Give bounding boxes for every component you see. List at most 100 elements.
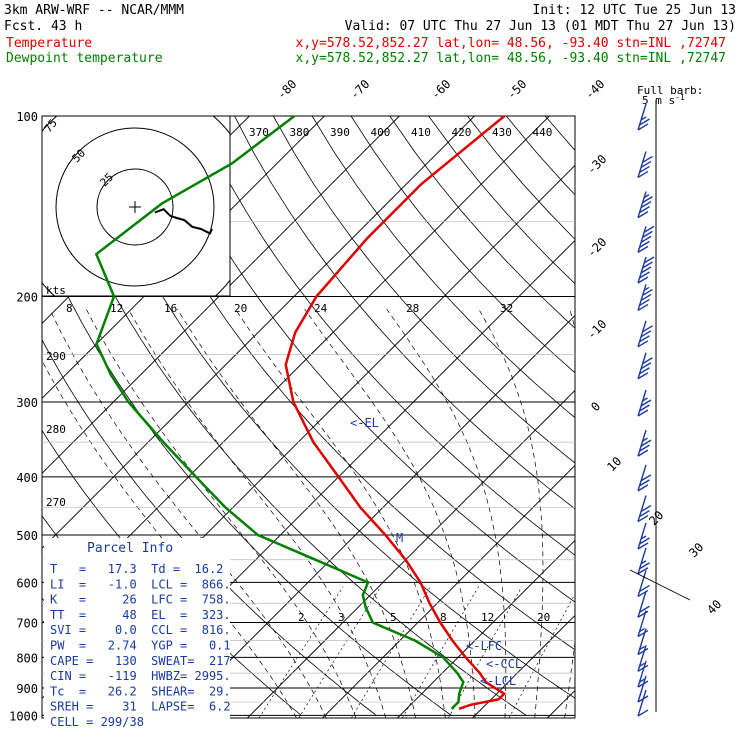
barb-flag (637, 542, 649, 550)
pressure-label: 900 (16, 682, 38, 696)
barb-flag (639, 298, 650, 307)
wind-barb (637, 495, 652, 523)
wind-barb (637, 256, 655, 284)
hodograph-trace (154, 208, 213, 235)
theta-label: 270 (46, 496, 66, 509)
m-marker: M (396, 531, 403, 545)
hodograph-ring-50 (55, 127, 215, 287)
barb-flag (642, 195, 653, 204)
dry-adiabat (350, 116, 575, 374)
moist-adiabat (386, 308, 507, 718)
barb-flag (637, 629, 649, 638)
theta-label: 400 (371, 126, 391, 139)
isotherm (42, 116, 400, 475)
wind-barb (637, 352, 653, 380)
valid-time: Valid: 07 UTC Thu 27 Jun 13 (01 MDT Thu … (345, 19, 736, 34)
barb-flag (642, 288, 653, 297)
barb-flag (637, 245, 649, 253)
isotherm (247, 389, 575, 718)
full-barb-unit: 5 m s-1 (642, 93, 685, 107)
dry-adiabat (272, 116, 575, 464)
pressure-label: 300 (16, 396, 38, 410)
wet-bulb-label: 20 (234, 302, 247, 315)
wind-barb (637, 547, 650, 575)
barb-flag (637, 610, 649, 618)
isotherm-label: 10 (604, 454, 624, 474)
parcel-info-row: K = 26 LFC = 758. (50, 593, 231, 607)
dry-adiabat (623, 116, 740, 715)
barb-flag (640, 330, 652, 338)
isotherm-label: -30 (584, 152, 609, 177)
moist-adiabat (177, 308, 416, 718)
temperature-location: x,y=578.52,852.27 lat,lon= 48.56, -93.40… (296, 36, 726, 51)
moist-adiabat (235, 308, 446, 718)
isotherm (697, 116, 740, 718)
barb-flag (637, 123, 649, 131)
mixing-ratio-line (508, 593, 575, 718)
isotherm-label: -20 (584, 235, 609, 260)
theta-label: 410 (411, 126, 431, 139)
dry-adiabat (234, 116, 575, 510)
barb-staff (637, 689, 647, 717)
barb-guide (629, 569, 691, 601)
barb-flag (637, 514, 649, 523)
mixing-ratio-label: 3 (338, 611, 345, 624)
pressure-label: 100 (16, 110, 38, 124)
wind-barb (637, 103, 650, 131)
barb-staff (637, 464, 647, 492)
barb-flag (642, 261, 653, 269)
theta-label: 380 (290, 126, 310, 139)
barb-staff (637, 256, 647, 284)
parcel-info-row: PW = 2.74 YGP = 0.1 (50, 639, 231, 653)
parcel-info-row: CELL = 299/38 (50, 715, 144, 729)
theta-label: 290 (46, 350, 66, 363)
theta-label: 440 (533, 126, 553, 139)
isotherm (397, 539, 575, 718)
isotherm-label: 40 (704, 597, 724, 617)
isotherm (172, 314, 575, 718)
wet-bulb-label: 12 (110, 302, 123, 315)
barb-staff (637, 103, 647, 131)
init-time: Init: 12 UTC Tue 25 Jun 13 (533, 3, 737, 18)
barb-half (640, 560, 647, 565)
wet-bulb-label: 32 (500, 302, 513, 315)
barb-staff (637, 591, 647, 618)
isotherm (42, 116, 475, 550)
theta-label: 370 (249, 126, 269, 139)
mixing-ratio-line (258, 586, 344, 718)
barb-staff (637, 675, 647, 703)
parcel-info-panel: Parcel Info T = 17.3 Td = 16.2LI = -1.0 … (44, 538, 231, 729)
wet-bulb-label: 8 (66, 302, 73, 315)
theta-label: 280 (46, 423, 66, 436)
barb-flag (637, 276, 649, 284)
barb-flag (637, 647, 649, 656)
barb-flag (637, 170, 649, 179)
dry-adiabat (584, 116, 740, 715)
barb-flag (637, 484, 649, 492)
barb-flag (637, 372, 649, 380)
mixing-ratio-label: 2 (298, 611, 305, 624)
barb-flag (639, 509, 650, 518)
barb-flag (640, 160, 652, 169)
barb-flag (639, 118, 650, 126)
pressure-label: 200 (16, 290, 38, 304)
barb-staff (637, 151, 647, 178)
pressure-label: 400 (16, 471, 38, 485)
isotherm-label: -70 (347, 77, 372, 102)
theta-label: 420 (452, 126, 472, 139)
wind-barb (637, 628, 649, 656)
wind-barb (637, 522, 650, 550)
isotherm-label: 0 (588, 399, 603, 414)
wind-barb (637, 320, 653, 348)
pressure-label: 1000 (9, 709, 38, 723)
dewpoint-profile (94, 115, 465, 710)
barb-flag (639, 584, 650, 593)
wind-barb (637, 610, 649, 638)
barb-flag (637, 664, 649, 672)
mixing-ratio-label: 12 (481, 611, 494, 624)
temperature-legend: Temperature (6, 36, 92, 51)
wind-barb (637, 389, 652, 417)
isotherm-label: -10 (584, 317, 609, 342)
